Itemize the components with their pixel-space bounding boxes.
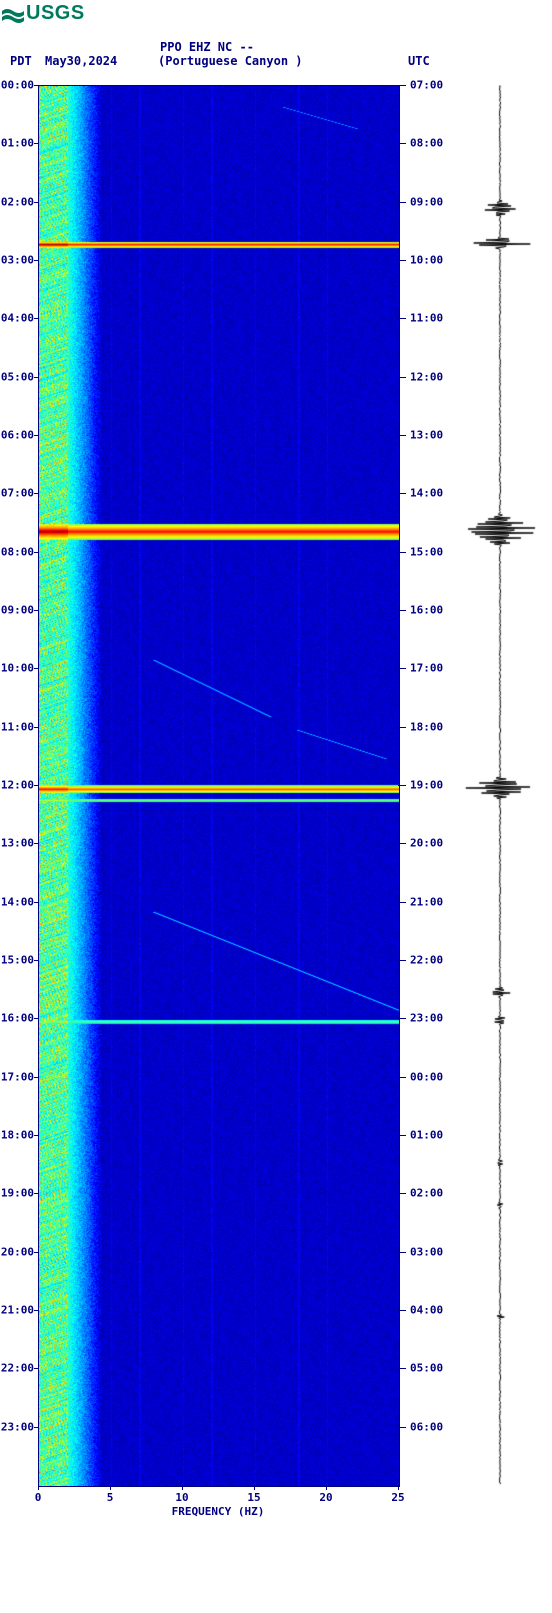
seismogram-trace <box>460 85 540 1485</box>
wave-icon <box>2 5 24 23</box>
utc-tick-label: 07:00 <box>410 79 443 92</box>
utc-tick-label: 01:00 <box>410 1129 443 1142</box>
pdt-tick-label: 20:00 <box>1 1245 34 1258</box>
utc-tick-label: 03:00 <box>410 1245 443 1258</box>
freq-tick-label: 5 <box>107 1491 114 1504</box>
pdt-tick-label: 15:00 <box>1 954 34 967</box>
utc-tick-label: 08:00 <box>410 137 443 150</box>
pdt-tick-label: 08:00 <box>1 545 34 558</box>
x-axis-label: FREQUENCY (HZ) <box>38 1505 398 1518</box>
y-axis-right-utc: 07:0008:0009:0010:0011:0012:0013:0014:00… <box>398 85 448 1485</box>
utc-tick-label: 13:00 <box>410 429 443 442</box>
date: May30,2024 <box>45 54 117 68</box>
station-code: PPO EHZ NC -- <box>160 40 254 54</box>
freq-tick-label: 25 <box>391 1491 404 1504</box>
utc-tick-label: 11:00 <box>410 312 443 325</box>
freq-tick-label: 10 <box>175 1491 188 1504</box>
x-axis-frequency: FREQUENCY (HZ) 0510152025 <box>38 1485 398 1525</box>
utc-tick-label: 18:00 <box>410 720 443 733</box>
utc-tick-label: 04:00 <box>410 1304 443 1317</box>
pdt-tick-label: 18:00 <box>1 1129 34 1142</box>
utc-tick-label: 00:00 <box>410 1070 443 1083</box>
utc-tick-label: 12:00 <box>410 370 443 383</box>
pdt-tick-label: 00:00 <box>1 79 34 92</box>
pdt-tick-label: 07:00 <box>1 487 34 500</box>
right-timezone: UTC <box>408 54 430 68</box>
utc-tick-label: 22:00 <box>410 954 443 967</box>
pdt-tick-label: 03:00 <box>1 254 34 267</box>
pdt-tick-label: 16:00 <box>1 1012 34 1025</box>
pdt-tick-label: 06:00 <box>1 429 34 442</box>
usgs-spectrogram-page: USGS PPO EHZ NC -- PDT May30,2024 (Portu… <box>0 0 552 1613</box>
pdt-tick-label: 02:00 <box>1 195 34 208</box>
location: (Portuguese Canyon ) <box>158 54 303 68</box>
freq-tick-label: 0 <box>35 1491 42 1504</box>
pdt-tick-label: 17:00 <box>1 1070 34 1083</box>
utc-tick-label: 06:00 <box>410 1420 443 1433</box>
utc-tick-label: 20:00 <box>410 837 443 850</box>
pdt-tick-label: 21:00 <box>1 1304 34 1317</box>
utc-tick-label: 21:00 <box>410 895 443 908</box>
utc-tick-label: 09:00 <box>410 195 443 208</box>
freq-tick-label: 20 <box>319 1491 332 1504</box>
pdt-tick-label: 05:00 <box>1 370 34 383</box>
spectrogram-plot <box>38 85 400 1487</box>
pdt-tick-label: 19:00 <box>1 1187 34 1200</box>
pdt-tick-label: 01:00 <box>1 137 34 150</box>
pdt-tick-label: 23:00 <box>1 1420 34 1433</box>
utc-tick-label: 16:00 <box>410 604 443 617</box>
pdt-tick-label: 04:00 <box>1 312 34 325</box>
pdt-tick-label: 10:00 <box>1 662 34 675</box>
spectrogram-canvas <box>39 86 399 1486</box>
utc-tick-label: 14:00 <box>410 487 443 500</box>
freq-tick-label: 15 <box>247 1491 260 1504</box>
y-axis-left-pdt: 00:0001:0002:0003:0004:0005:0006:0007:00… <box>0 85 38 1485</box>
utc-tick-label: 02:00 <box>410 1187 443 1200</box>
logo-text: USGS <box>26 2 85 25</box>
seismogram-canvas <box>460 85 540 1485</box>
pdt-tick-label: 12:00 <box>1 779 34 792</box>
pdt-tick-label: 09:00 <box>1 604 34 617</box>
usgs-logo: USGS <box>2 2 85 25</box>
utc-tick-label: 05:00 <box>410 1362 443 1375</box>
utc-tick-label: 23:00 <box>410 1012 443 1025</box>
utc-tick-label: 15:00 <box>410 545 443 558</box>
utc-tick-label: 17:00 <box>410 662 443 675</box>
pdt-tick-label: 11:00 <box>1 720 34 733</box>
utc-tick-label: 19:00 <box>410 779 443 792</box>
pdt-tick-label: 22:00 <box>1 1362 34 1375</box>
utc-tick-label: 10:00 <box>410 254 443 267</box>
pdt-tick-label: 14:00 <box>1 895 34 908</box>
pdt-tick-label: 13:00 <box>1 837 34 850</box>
left-timezone: PDT <box>10 54 32 68</box>
